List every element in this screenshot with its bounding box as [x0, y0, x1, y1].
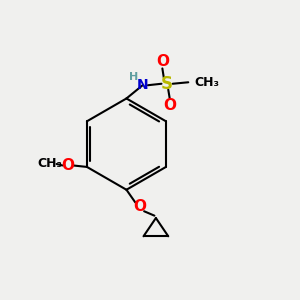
Text: H: H: [129, 72, 138, 82]
Text: O: O: [133, 199, 146, 214]
Text: CH₃: CH₃: [38, 158, 63, 170]
Text: CH₃: CH₃: [194, 76, 219, 89]
Text: S: S: [161, 75, 173, 93]
Text: O: O: [163, 98, 176, 113]
Text: O: O: [156, 54, 169, 69]
Text: N: N: [137, 78, 148, 92]
Text: O: O: [61, 158, 74, 173]
